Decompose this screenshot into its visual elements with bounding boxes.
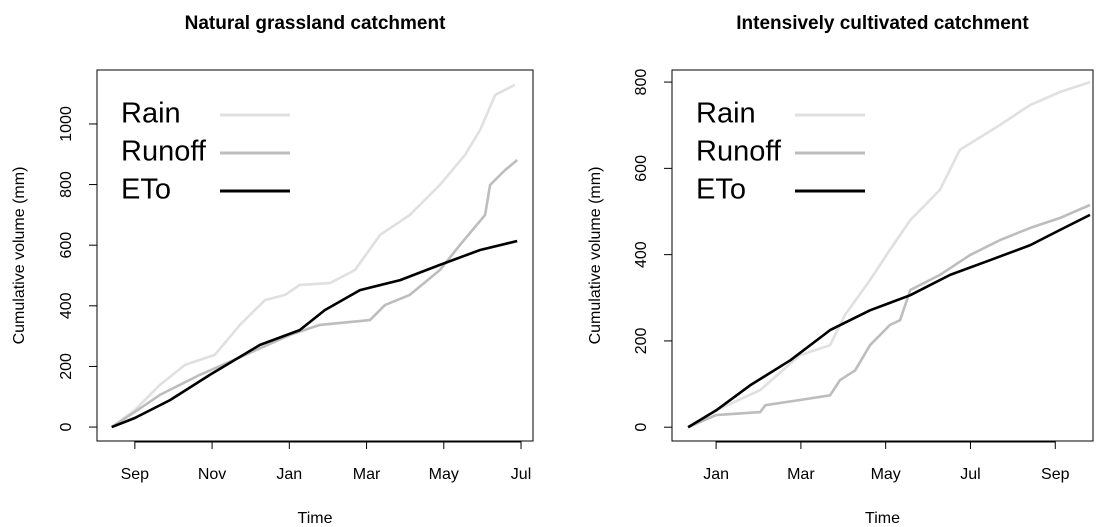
x-tick-label: Mar <box>353 466 381 483</box>
x-tick-label: Mar <box>787 466 815 483</box>
legend-label: ETo <box>121 174 171 206</box>
legend-label: Runoff <box>121 136 207 168</box>
series-line <box>687 203 1091 429</box>
y-tick-label: 800 <box>58 171 75 198</box>
y-tick-label: 0 <box>633 423 650 432</box>
y-tick-label: 200 <box>633 327 650 354</box>
series-line <box>111 239 518 429</box>
series-line <box>687 80 1091 429</box>
y-tick-label: 400 <box>633 241 650 268</box>
y-axis-label: Cumulative volume (mm) <box>587 167 604 345</box>
x-axis-label: Time <box>298 510 333 527</box>
y-tick-label: 400 <box>58 292 75 319</box>
chart-title: Intensively cultivated catchment <box>736 13 1029 34</box>
x-tick-label: Jan <box>703 466 729 483</box>
series-line <box>110 83 516 429</box>
y-tick-label: 0 <box>58 423 75 432</box>
y-tick-label: 600 <box>633 155 650 182</box>
legend-label: ETo <box>696 174 746 206</box>
legend-label: Runoff <box>696 136 782 168</box>
x-tick-label: May <box>429 466 459 483</box>
x-tick-label: Sep <box>121 466 150 483</box>
x-tick-label: Sep <box>1041 466 1070 483</box>
legend-label: Rain <box>121 98 181 130</box>
x-tick-label: Nov <box>198 466 226 483</box>
x-tick-label: Jan <box>276 466 302 483</box>
x-tick-label: May <box>871 466 901 483</box>
y-tick-label: 200 <box>58 353 75 380</box>
series-line <box>110 159 519 429</box>
y-tick-label: 600 <box>58 232 75 259</box>
y-axis-label: Cumulative volume (mm) <box>11 167 28 345</box>
legend-label: Rain <box>696 98 756 130</box>
y-tick-label: 1000 <box>58 106 75 142</box>
x-tick-label: Jul <box>960 466 980 483</box>
y-tick-label: 800 <box>633 69 650 96</box>
x-tick-label: Jul <box>511 466 531 483</box>
x-axis-label: Time <box>865 510 900 527</box>
series-line <box>687 213 1091 429</box>
chart-title: Natural grassland catchment <box>185 13 446 34</box>
